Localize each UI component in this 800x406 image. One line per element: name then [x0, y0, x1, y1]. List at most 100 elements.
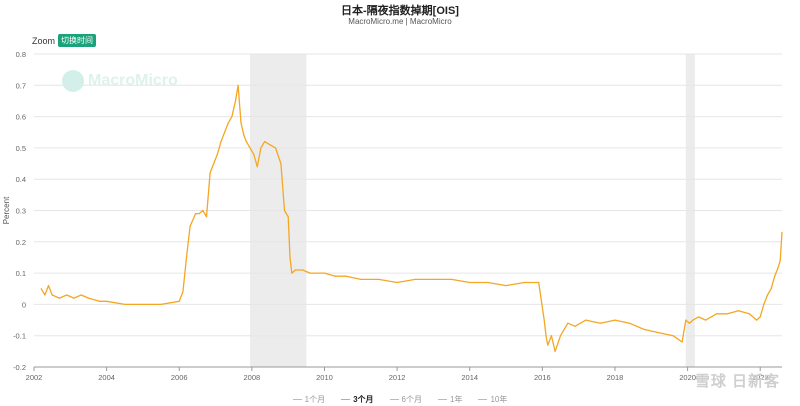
data-point — [269, 144, 271, 146]
legend-item-0[interactable]: 1个月 — [292, 394, 326, 405]
data-point — [234, 100, 237, 102]
y-axis-label: Percent — [2, 196, 11, 224]
data-point — [260, 147, 262, 149]
data-point — [334, 275, 336, 277]
data-point — [160, 303, 162, 305]
legend-swatch — [389, 398, 399, 401]
chart-subtitle: MacroMicro.me | MacroMicro — [348, 17, 452, 26]
legend-label: 10年 — [490, 395, 508, 404]
data-point — [614, 319, 616, 321]
data-point — [205, 216, 208, 218]
data-point — [194, 213, 197, 215]
data-point — [231, 116, 233, 118]
x-tick-label: 2006 — [171, 373, 188, 382]
zoom-control: Zoom 切换时间 — [32, 34, 97, 47]
data-point — [40, 288, 42, 290]
data-point — [628, 322, 631, 324]
data-point — [178, 300, 180, 302]
data-point — [87, 297, 90, 299]
zoom-switch-button[interactable]: 切换时间 — [58, 34, 97, 47]
data-point — [759, 316, 761, 318]
data-point — [294, 269, 297, 271]
data-point — [450, 278, 453, 280]
data-point — [755, 319, 758, 321]
data-point — [274, 147, 277, 149]
x-tick-label: 2004 — [98, 373, 115, 382]
chart-title: 日本-隔夜指数掉期[OIS] — [341, 5, 459, 17]
data-point — [748, 313, 750, 315]
data-point — [283, 209, 286, 212]
data-point — [545, 335, 547, 337]
data-point — [726, 313, 729, 315]
x-tick-label: 2022 — [752, 373, 769, 382]
data-point — [202, 209, 204, 212]
legend-item-4[interactable]: 10年 — [478, 394, 507, 405]
data-point — [240, 122, 242, 124]
data-point — [243, 134, 245, 136]
data-point — [309, 272, 311, 274]
legend-swatch — [292, 398, 302, 401]
series-line-0 — [40, 84, 783, 353]
data-point — [323, 272, 326, 274]
data-point — [505, 285, 507, 287]
data-point — [237, 84, 239, 86]
data-point — [345, 275, 347, 277]
data-point — [716, 313, 718, 315]
data-point — [378, 278, 380, 280]
data-point — [538, 281, 540, 284]
data-point — [554, 350, 556, 352]
data-point — [245, 141, 248, 143]
watermark-text: MacroMicro — [88, 72, 178, 89]
legend-label: 1年 — [450, 395, 463, 404]
legend-item-1[interactable]: 3个月 — [341, 394, 374, 405]
y-tick-label: 0.6 — [16, 113, 26, 122]
y-tick-label: 0.4 — [16, 175, 26, 184]
data-point — [567, 322, 569, 324]
data-point — [220, 141, 222, 143]
data-point — [256, 166, 258, 168]
legend-item-3[interactable]: 1年 — [438, 394, 462, 405]
data-point — [80, 294, 82, 296]
data-point — [289, 256, 291, 259]
data-point — [777, 266, 779, 268]
legend-item-2[interactable]: 6个月 — [389, 394, 422, 405]
data-point — [585, 319, 587, 321]
data-point — [189, 225, 191, 227]
data-point — [396, 281, 398, 284]
x-tick-label: 2014 — [461, 373, 478, 382]
data-point — [291, 272, 293, 274]
data-point — [657, 331, 660, 334]
data-point — [216, 153, 218, 155]
x-tick-label: 2016 — [534, 373, 551, 382]
data-point — [643, 328, 645, 331]
data-point — [469, 281, 471, 284]
data-point — [697, 316, 700, 318]
y-tick-label: 0 — [22, 300, 26, 309]
y-tick-label: 0.1 — [16, 269, 26, 278]
data-point — [487, 281, 489, 284]
legend-swatch — [478, 398, 488, 401]
data-point — [550, 335, 553, 337]
macromicro-watermark: MacroMicro — [62, 70, 178, 92]
data-point — [280, 162, 282, 165]
x-tick-label: 2020 — [679, 373, 696, 382]
data-point — [688, 322, 691, 324]
data-point — [198, 213, 200, 215]
data-point — [737, 310, 740, 312]
data-point — [774, 275, 776, 277]
data-point — [599, 322, 602, 324]
x-tick-label: 2008 — [244, 373, 261, 382]
data-point — [142, 303, 144, 305]
data-point — [360, 278, 362, 280]
data-point — [249, 147, 251, 149]
data-point — [124, 303, 126, 305]
data-point — [263, 141, 266, 143]
data-point — [681, 341, 683, 343]
legend-label: 1个月 — [304, 395, 326, 404]
data-point — [672, 335, 674, 337]
y-tick-label: 0.2 — [16, 238, 26, 247]
y-tick-label: 0.8 — [16, 50, 26, 59]
data-point — [73, 297, 75, 299]
x-tick-label: 2010 — [316, 373, 333, 382]
data-point — [766, 294, 769, 296]
